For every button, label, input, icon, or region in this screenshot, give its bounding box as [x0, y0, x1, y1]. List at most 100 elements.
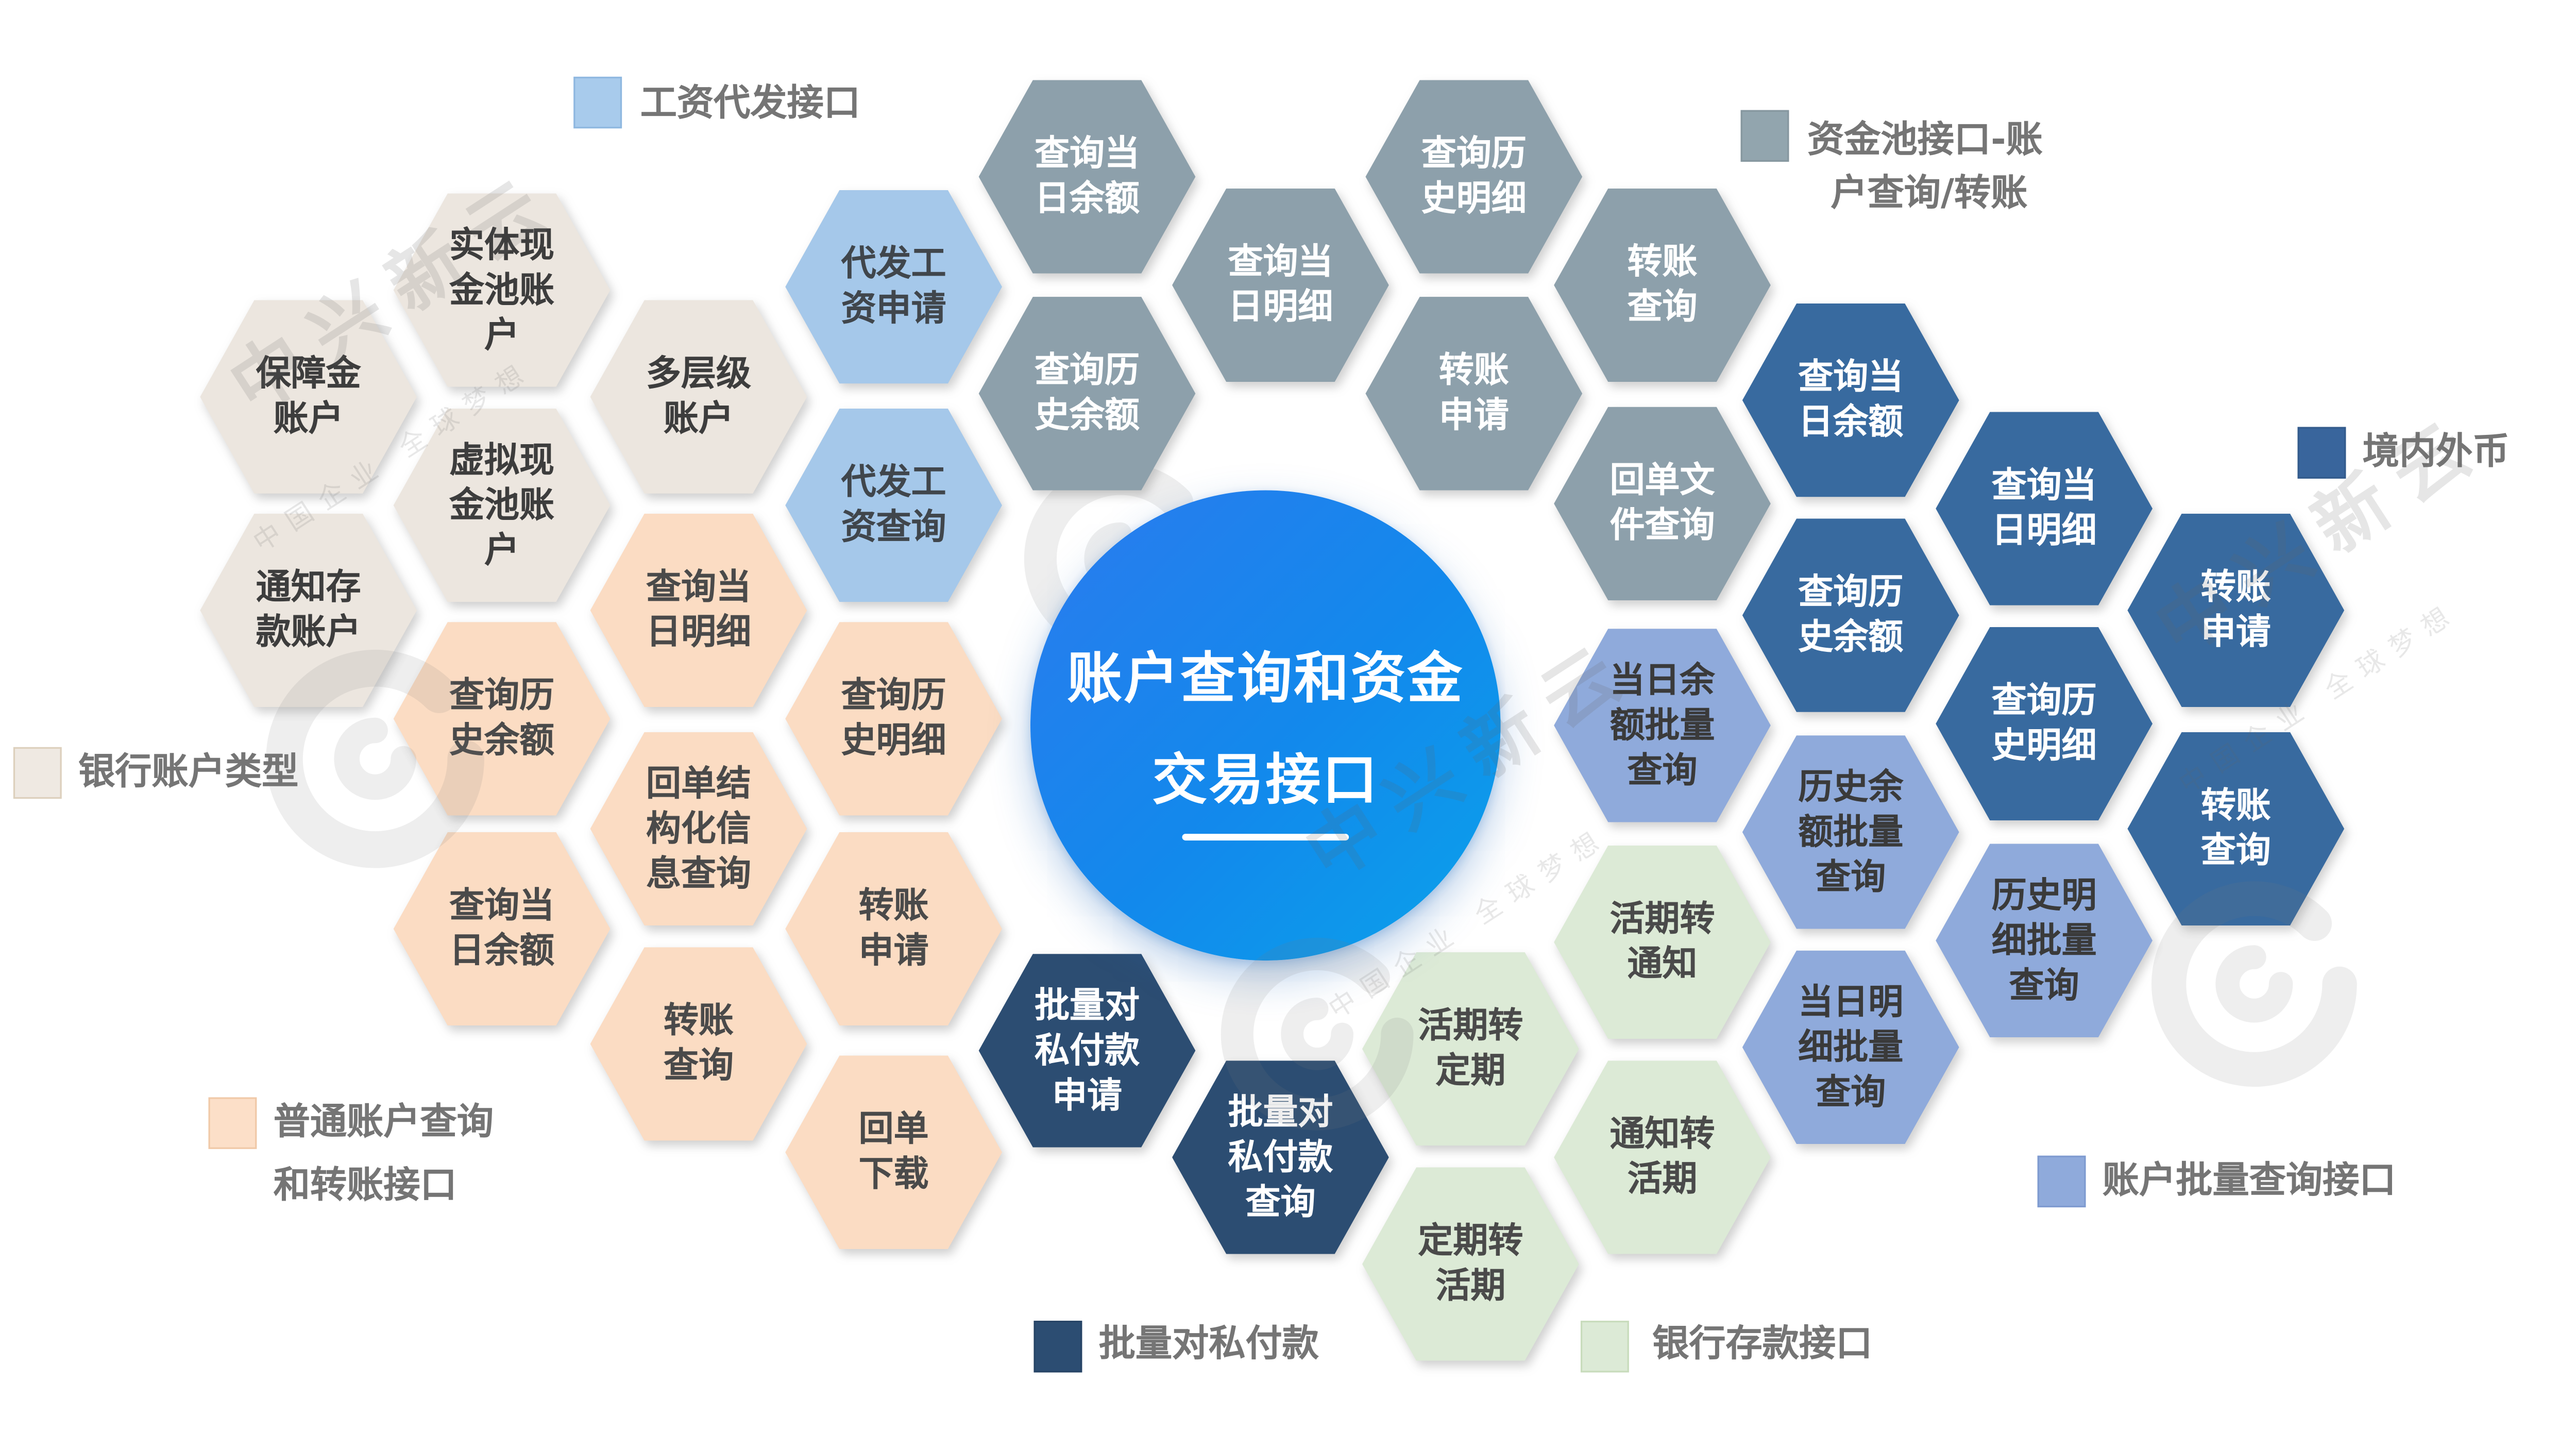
hex-label: 查询当 日明细	[1228, 242, 1333, 327]
hex-dep-huoqi-tongzhi: 活期转 通知	[1554, 845, 1771, 1039]
hexagon-shape: 转账 查询	[590, 947, 807, 1141]
legend-text-pool: 资金池接口-账户查询/转账	[1807, 120, 2043, 217]
hex-label: 代发工 资查询	[841, 462, 946, 547]
hex-fx-chaxun-lishi-yue: 查询历 史余额	[1742, 518, 1959, 712]
legend-label: 银行账户类型	[78, 752, 299, 794]
hex-label: 保障金 账户	[256, 353, 361, 439]
hexagon-shape: 回单 下载	[785, 1055, 1002, 1249]
hex-label: 定期转 活期	[1418, 1220, 1523, 1306]
hex-fx-chaxun-dangri-yue: 查询当 日余额	[1742, 303, 1959, 497]
hex-label: 批量对 私付款 申请	[1035, 985, 1140, 1115]
hex-na-zhuanzhang-shenqing: 转账 申请	[785, 832, 1002, 1026]
hex-bp-duisi-fukuan-chaxun: 批量对 私付款 查询	[1172, 1060, 1389, 1254]
hex-label: 实体现 金池账 户	[449, 224, 555, 355]
hex-dep-tongzhi-huoqi: 通知转 活期	[1554, 1060, 1771, 1254]
hex-label: 查询历 史余额	[1035, 350, 1140, 435]
hex-daifa-gongzi-shenqing: 代发工 资申请	[785, 190, 1002, 384]
legend-text-bank_account_types: 银行账户类型	[78, 752, 298, 796]
hex-na-chaxun-lishi-yue: 查询历 史余额	[393, 622, 611, 816]
hex-na-zhuanzhang-chaxun: 转账 查询	[590, 947, 807, 1141]
hex-label: 查询当 日明细	[646, 567, 751, 652]
legend-label: 工资代发接口	[640, 83, 860, 125]
legend-swatch-batch_private	[1033, 1321, 1082, 1373]
hex-na-chaxun-lishi-mingxi: 查询历 史明细	[785, 622, 1002, 816]
legend-label: 境内外币	[2362, 432, 2510, 474]
hex-label: 转账 查询	[1627, 242, 1698, 327]
hex-fx-chaxun-dangri-mingxi: 查询当 日明细	[1936, 412, 2153, 605]
hex-label: 转账 查询	[2200, 785, 2271, 871]
hex-fx-chaxun-lishi-mingxi: 查询历 史明细	[1936, 627, 2153, 821]
legend-label: 普通账户查询	[273, 1102, 494, 1144]
hex-label: 通知转 活期	[1609, 1114, 1715, 1199]
legend-label: 批量对私付款	[1098, 1324, 1319, 1366]
legend-label: 资金池接口-账	[1807, 120, 2043, 162]
hex-label: 查询历 史余额	[449, 675, 555, 761]
hex-xuni-xianjinchi-zhanghu: 虚拟现 金池账 户	[393, 408, 611, 602]
hex-na-chaxun-dangri-yue: 查询当 日余额	[393, 832, 611, 1026]
legend-swatch-batch_query	[2037, 1155, 2086, 1208]
hex-label: 活期转 通知	[1609, 899, 1715, 984]
hex-pool-zhuanzhang-shenqing: 转账 申请	[1365, 297, 1583, 491]
hex-dep-dingqi-huoqi: 定期转 活期	[1362, 1167, 1579, 1361]
hexagon-shape: 代发工 资申请	[785, 190, 1002, 384]
hex-bq-lishi-mingxi-piliang: 历史明 细批量 查询	[1936, 844, 2153, 1037]
hexagon-shape: 当日余 额批量 查询	[1554, 629, 1771, 822]
hex-label: 多层级 账户	[646, 353, 751, 439]
hex-bp-duisi-fukuan-shenqing: 批量对 私付款 申请	[978, 954, 1196, 1148]
hex-daifa-gongzi-chaxun: 代发工 资查询	[785, 408, 1002, 602]
legend-swatch-deposit	[1580, 1321, 1629, 1373]
hex-shiti-xianjinchi-zhanghu: 实体现 金池账 户	[393, 193, 611, 387]
hex-label: 当日明 细批量 查询	[1798, 981, 1904, 1111]
legend-swatch-salary	[573, 76, 622, 129]
hex-bq-dangri-yue-piliang: 当日余 额批量 查询	[1554, 629, 1771, 822]
hex-label: 活期转 定期	[1418, 1005, 1523, 1091]
hex-dep-huoqi-dingqi: 活期转 定期	[1362, 952, 1579, 1146]
hexagon-shape: 查询历 史明细	[785, 622, 1002, 816]
hex-label: 回单结 构化信 息查询	[646, 763, 751, 894]
hex-na-huidan-jiegouhua: 回单结 构化信 息查询	[590, 732, 807, 926]
hex-pool-zhuanzhang-chaxun: 转账 查询	[1554, 188, 1771, 382]
legend-label: 银行存款接口	[1652, 1324, 1873, 1366]
hex-pool-chaxun-lishi-mingxi: 查询历 史明细	[1365, 80, 1583, 274]
legend-text-batch_private: 批量对私付款	[1099, 1324, 1319, 1368]
hexagon-shape: 转账 申请	[785, 832, 1002, 1026]
hex-pool-huidan-wenjian: 回单文 件查询	[1554, 407, 1771, 601]
legend-text-deposit: 银行存款接口	[1652, 1324, 1872, 1368]
legend-swatch-domestic_fx	[2297, 427, 2346, 479]
hex-fx-zhuanzhang-shenqing: 转账 申请	[2127, 513, 2345, 707]
hex-label: 历史余 额批量 查询	[1798, 766, 1904, 897]
hexagon-shape: 活期转 通知	[1554, 845, 1771, 1039]
center-circle: 账户查询和资金 交易接口	[1030, 490, 1501, 961]
hex-label: 查询历 史明细	[1991, 680, 2097, 766]
hex-pool-chaxun-lishi-yue: 查询历 史余额	[978, 297, 1196, 491]
hex-tongzhi-cunkuan-zhanghu: 通知存 款账户	[200, 513, 417, 707]
legend-label: 户查询/转账	[1831, 173, 2028, 215]
center-title-line1: 账户查询和资金	[1067, 645, 1464, 711]
hex-label: 转账 查询	[664, 1000, 734, 1086]
hex-label: 通知存 款账户	[256, 567, 361, 652]
legend-swatch-bank_account_types	[13, 747, 62, 799]
hex-na-chaxun-dangri-mingxi: 查询当 日明细	[590, 513, 807, 707]
hex-label: 查询当 日明细	[1991, 465, 2097, 550]
hex-label: 批量对 私付款 查询	[1228, 1091, 1333, 1222]
hex-baozhangjin-zhanghu: 保障金 账户	[200, 300, 417, 494]
hex-label: 转账 申请	[2200, 567, 2271, 652]
legend-text-normal_account: 普通账户查询 和转账接口	[274, 1102, 494, 1209]
hex-label: 虚拟现 金池账 户	[449, 439, 555, 570]
hex-label: 查询历 史余额	[1798, 572, 1904, 658]
legend-text-salary: 工资代发接口	[640, 83, 860, 127]
hex-label: 回单文 件查询	[1609, 460, 1715, 546]
hex-bq-dangri-mingxi-piliang: 当日明 细批量 查询	[1742, 950, 1959, 1144]
hexagon-shape: 实体现 金池账 户	[393, 193, 611, 387]
hex-label: 转账 申请	[858, 885, 929, 971]
hex-label: 代发工 资申请	[841, 243, 946, 329]
hex-fx-zhuanzhang-chaxun: 转账 查询	[2127, 732, 2345, 926]
legend-label: 账户批量查询接口	[2102, 1160, 2396, 1203]
legend-text-batch_query: 账户批量查询接口	[2103, 1160, 2396, 1204]
hex-label: 查询当 日余额	[1798, 357, 1904, 442]
hex-bq-lishi-yue-piliang: 历史余 额批量 查询	[1742, 735, 1959, 929]
hexagon-shape: 代发工 资查询	[785, 408, 1002, 602]
legend-swatch-normal_account	[208, 1097, 257, 1149]
